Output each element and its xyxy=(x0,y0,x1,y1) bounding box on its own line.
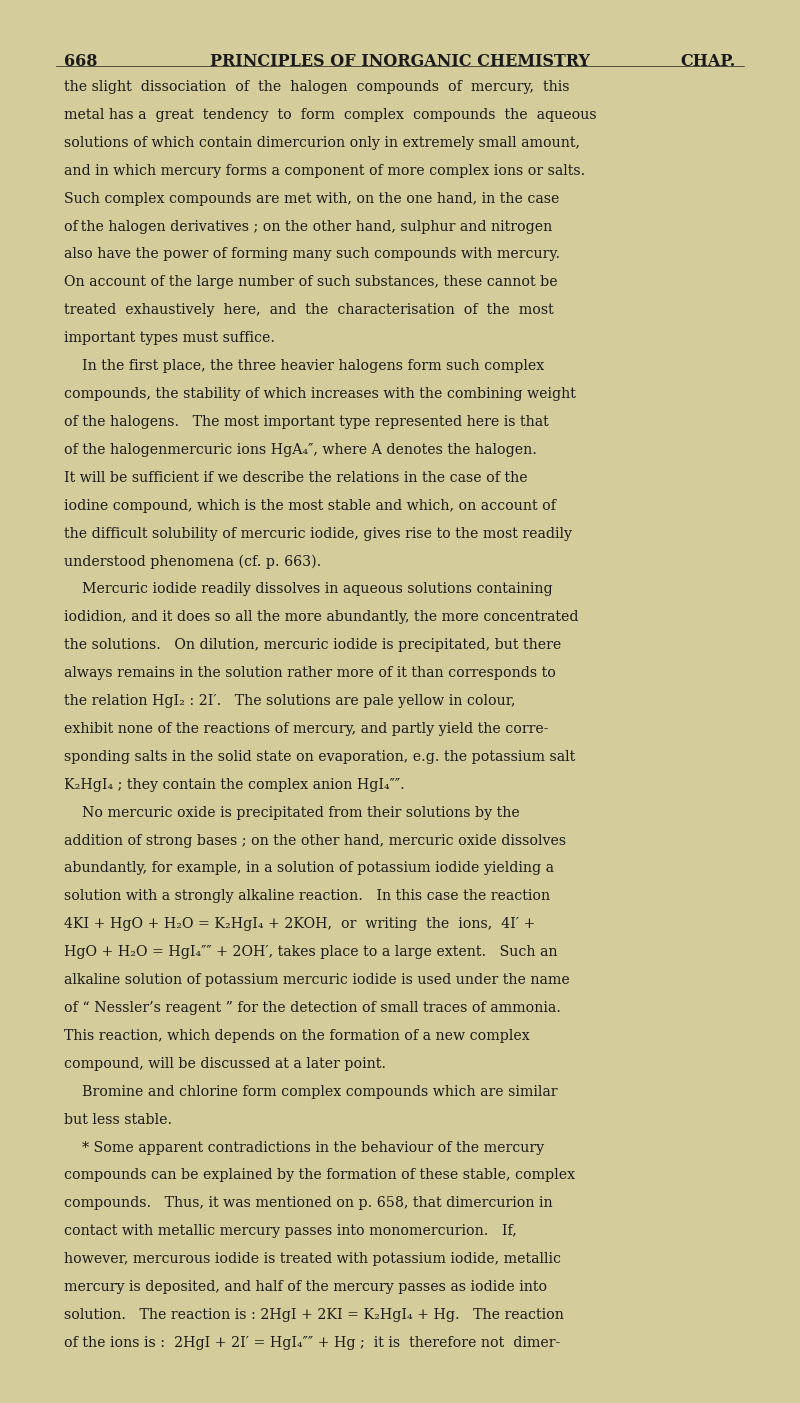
Text: of the halogenmercuric ions HgA₄″, where A denotes the halogen.: of the halogenmercuric ions HgA₄″, where… xyxy=(64,443,537,457)
Text: solution with a strongly alkaline reaction.   In this case the reaction: solution with a strongly alkaline reacti… xyxy=(64,890,550,904)
Text: compounds can be explained by the formation of these stable, complex: compounds can be explained by the format… xyxy=(64,1169,575,1183)
Text: In the first place, the three heavier halogens form such complex: In the first place, the three heavier ha… xyxy=(64,359,544,373)
Text: This reaction, which depends on the formation of a new complex: This reaction, which depends on the form… xyxy=(64,1028,530,1042)
Text: metal has a  great  tendency  to  form  complex  compounds  the  aqueous: metal has a great tendency to form compl… xyxy=(64,108,597,122)
Text: K₂HgI₄ ; they contain the complex anion HgI₄″″.: K₂HgI₄ ; they contain the complex anion … xyxy=(64,777,405,791)
Text: the slight  dissociation  of  the  halogen  compounds  of  mercury,  this: the slight dissociation of the halogen c… xyxy=(64,80,570,94)
Text: iodine compound, which is the most stable and which, on account of: iodine compound, which is the most stabl… xyxy=(64,498,556,512)
Text: the relation HgI₂ : 2I′.   The solutions are pale yellow in colour,: the relation HgI₂ : 2I′. The solutions a… xyxy=(64,694,515,709)
Text: of the halogen derivatives ; on the other hand, sulphur and nitrogen: of the halogen derivatives ; on the othe… xyxy=(64,219,552,233)
Text: important types must suffice.: important types must suffice. xyxy=(64,331,275,345)
Text: 668: 668 xyxy=(64,53,98,70)
Text: but less stable.: but less stable. xyxy=(64,1113,172,1127)
Text: mercury is deposited, and half of the mercury passes as iodide into: mercury is deposited, and half of the me… xyxy=(64,1280,547,1294)
Text: Bromine and chlorine form complex compounds which are similar: Bromine and chlorine form complex compou… xyxy=(64,1085,558,1099)
Text: No mercuric oxide is precipitated from their solutions by the: No mercuric oxide is precipitated from t… xyxy=(64,805,520,819)
Text: CHAP.: CHAP. xyxy=(681,53,736,70)
Text: PRINCIPLES OF INORGANIC CHEMISTRY: PRINCIPLES OF INORGANIC CHEMISTRY xyxy=(210,53,590,70)
Text: solutions of which contain dimercurion only in extremely small amount,: solutions of which contain dimercurion o… xyxy=(64,136,580,150)
Text: of “ Nessler’s reagent ” for the detection of small traces of ammonia.: of “ Nessler’s reagent ” for the detecti… xyxy=(64,1000,561,1014)
Text: compounds.   Thus, it was mentioned on p. 658, that dimercurion in: compounds. Thus, it was mentioned on p. … xyxy=(64,1197,553,1211)
Text: compounds, the stability of which increases with the combining weight: compounds, the stability of which increa… xyxy=(64,387,576,401)
Text: Mercuric iodide readily dissolves in aqueous solutions containing: Mercuric iodide readily dissolves in aqu… xyxy=(64,582,553,596)
Text: On account of the large number of such substances, these cannot be: On account of the large number of such s… xyxy=(64,275,558,289)
Text: alkaline solution of potassium mercuric iodide is used under the name: alkaline solution of potassium mercuric … xyxy=(64,974,570,988)
Text: sponding salts in the solid state on evaporation, e.g. the potassium salt: sponding salts in the solid state on eva… xyxy=(64,749,575,763)
Text: solution.   The reaction is : 2HgI + 2KI = K₂HgI₄ + Hg.   The reaction: solution. The reaction is : 2HgI + 2KI =… xyxy=(64,1308,564,1322)
Text: abundantly, for example, in a solution of potassium iodide yielding a: abundantly, for example, in a solution o… xyxy=(64,861,554,875)
Text: contact with metallic mercury passes into monomercurion.   If,: contact with metallic mercury passes int… xyxy=(64,1225,517,1239)
Text: and in which mercury forms a component of more complex ions or salts.: and in which mercury forms a component o… xyxy=(64,164,586,178)
Text: understood phenomena (cf. p. 663).: understood phenomena (cf. p. 663). xyxy=(64,554,322,568)
Text: the solutions.   On dilution, mercuric iodide is precipitated, but there: the solutions. On dilution, mercuric iod… xyxy=(64,638,562,652)
Text: Such complex compounds are met with, on the one hand, in the case: Such complex compounds are met with, on … xyxy=(64,192,559,206)
Text: exhibit none of the reactions of mercury, and partly yield the corre-: exhibit none of the reactions of mercury… xyxy=(64,723,549,737)
Text: however, mercurous iodide is treated with potassium iodide, metallic: however, mercurous iodide is treated wit… xyxy=(64,1251,561,1266)
Text: of the halogens.   The most important type represented here is that: of the halogens. The most important type… xyxy=(64,415,549,429)
Text: treated  exhaustively  here,  and  the  characterisation  of  the  most: treated exhaustively here, and the chara… xyxy=(64,303,554,317)
Text: also have the power of forming many such compounds with mercury.: also have the power of forming many such… xyxy=(64,247,560,261)
Text: It will be sufficient if we describe the relations in the case of the: It will be sufficient if we describe the… xyxy=(64,470,528,484)
Text: iodidion, and it does so all the more abundantly, the more concentrated: iodidion, and it does so all the more ab… xyxy=(64,610,578,624)
Text: addition of strong bases ; on the other hand, mercuric oxide dissolves: addition of strong bases ; on the other … xyxy=(64,833,566,847)
Text: 4KI + HgO + H₂O = K₂HgI₄ + 2KOH,  or  writing  the  ions,  4I′ +: 4KI + HgO + H₂O = K₂HgI₄ + 2KOH, or writ… xyxy=(64,918,535,932)
Text: always remains in the solution rather more of it than corresponds to: always remains in the solution rather mo… xyxy=(64,666,556,680)
Text: the difficult solubility of mercuric iodide, gives rise to the most readily: the difficult solubility of mercuric iod… xyxy=(64,526,572,540)
Text: compound, will be discussed at a later point.: compound, will be discussed at a later p… xyxy=(64,1056,386,1070)
Text: of the ions is :  2HgI + 2I′ = HgI₄″″ + Hg ;  it is  therefore not  dimer-: of the ions is : 2HgI + 2I′ = HgI₄″″ + H… xyxy=(64,1336,560,1350)
Text: * Some apparent contradictions in the behaviour of the mercury: * Some apparent contradictions in the be… xyxy=(64,1141,544,1155)
Text: HgO + H₂O = HgI₄″″ + 2OH′, takes place to a large extent.   Such an: HgO + H₂O = HgI₄″″ + 2OH′, takes place t… xyxy=(64,946,558,960)
